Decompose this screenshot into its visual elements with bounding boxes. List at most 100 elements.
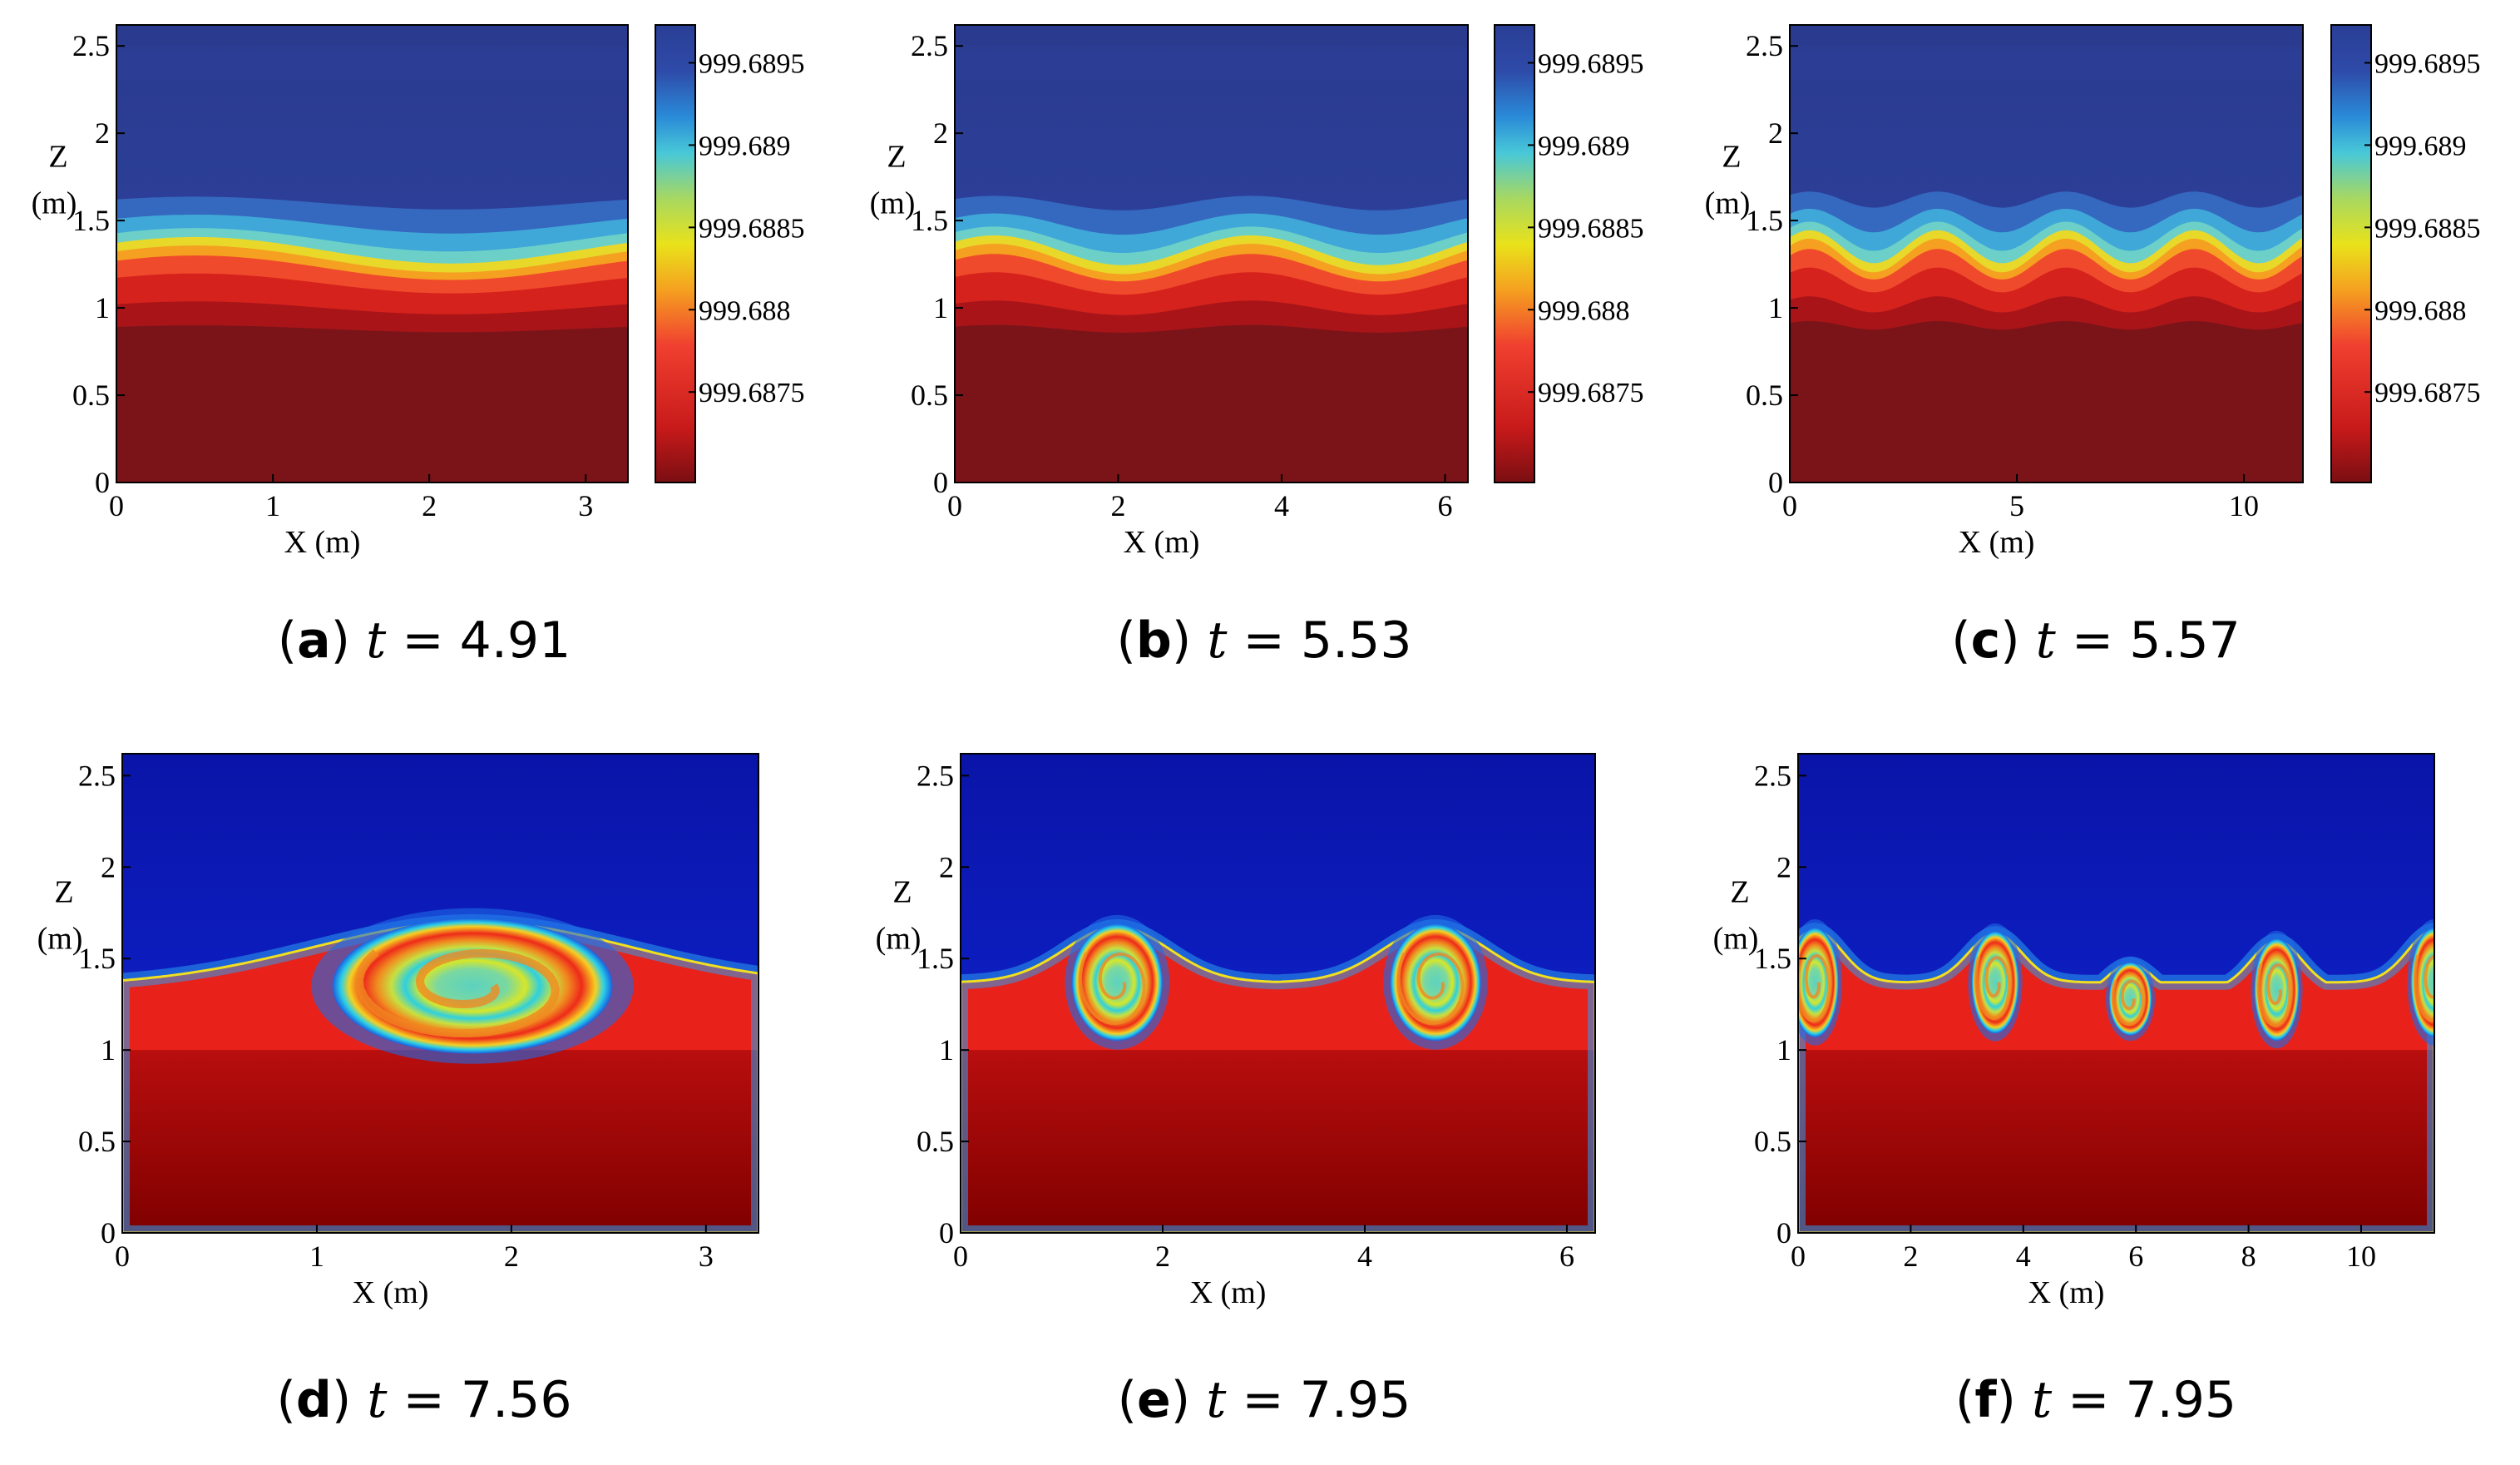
x-tick-label: 10 xyxy=(2346,1240,2376,1273)
y-tick-label: 0 xyxy=(1776,1216,1791,1250)
colorbar xyxy=(655,24,696,483)
vortex-spiral-0 xyxy=(354,948,560,1038)
colorbar-tick-label: 999.689 xyxy=(1538,131,1630,161)
vortex-spiral-3 xyxy=(2256,963,2292,1027)
colorbar-tick-label: 999.689 xyxy=(699,131,791,161)
plot-area-e xyxy=(961,754,1595,1233)
x-tick-label: 6 xyxy=(1559,1240,1574,1273)
y-axis-label-line2: (m) xyxy=(32,186,77,221)
y-axis-label-line2: (m) xyxy=(37,922,83,957)
y-tick-label: 0 xyxy=(101,1216,116,1250)
top-shade xyxy=(116,46,628,82)
plot-area-d xyxy=(122,754,758,1233)
y-tick-label: 0.5 xyxy=(911,379,948,412)
panel-caption: (a) t = 4.91 xyxy=(278,611,571,670)
y-tick-label: 2.5 xyxy=(911,29,948,62)
density-band-8 xyxy=(1790,321,2303,483)
y-tick-label: 1.5 xyxy=(911,204,948,237)
y-tick-label: 2.5 xyxy=(1746,29,1783,62)
y-tick-label: 2 xyxy=(1768,116,1783,150)
colorbar-tick-label: 999.688 xyxy=(2374,295,2467,326)
y-tick-label: 2 xyxy=(1776,850,1791,883)
x-tick-label: 2 xyxy=(504,1240,519,1273)
x-tick-label: 8 xyxy=(2241,1240,2256,1273)
x-tick-label: 0 xyxy=(947,489,962,522)
colorbar-tick-label: 999.6875 xyxy=(2374,378,2481,408)
panel-caption: (d) t = 7.56 xyxy=(277,1371,572,1429)
y-tick-label: 0 xyxy=(1768,466,1783,499)
y-tick-label: 0 xyxy=(95,466,110,499)
lower-layer xyxy=(1798,1050,2434,1233)
x-tick-label: 2 xyxy=(1903,1240,1918,1273)
y-tick-label: 2 xyxy=(101,850,116,883)
plot-area-c xyxy=(1790,25,2303,483)
density-band-8 xyxy=(955,324,1468,483)
y-axis-label-line1: Z xyxy=(54,875,73,910)
axes-frame xyxy=(1797,753,2435,1234)
axes-frame xyxy=(954,24,1469,483)
colorbar-tick-label: 999.6895 xyxy=(699,49,805,80)
y-axis-label-line1: Z xyxy=(48,140,67,175)
axes-frame xyxy=(121,753,759,1234)
colorbar xyxy=(1494,24,1535,483)
y-tick-label: 1.5 xyxy=(78,942,116,975)
y-tick-label: 1 xyxy=(933,291,948,324)
vortex-spiral-0 xyxy=(1079,952,1146,1025)
y-tick-label: 1.5 xyxy=(917,942,954,975)
panel-b: 0 2 4 6 0 0.5 1 1.5 2 2.5 X (m) Z (m) 999.6875 999.688… xyxy=(870,24,1644,670)
top-shade xyxy=(1790,46,2303,82)
plot-area-f xyxy=(1798,754,2434,1233)
lower-layer xyxy=(961,1050,1595,1233)
y-axis-label-line2: (m) xyxy=(876,922,922,957)
colorbar-tick-label: 999.688 xyxy=(699,295,791,326)
y-tick-label: 2 xyxy=(95,116,110,150)
y-tick-label: 0 xyxy=(933,466,948,499)
panel-c: 0 5 10 0 0.5 1 1.5 2 2.5 X (m) Z (m) 999.6875 999.688… xyxy=(1705,24,2481,670)
y-tick-label: 0.5 xyxy=(78,1125,116,1158)
y-axis-label-line1: Z xyxy=(892,875,912,910)
colorbar-tick-label: 999.6895 xyxy=(1538,49,1644,80)
vortex-spiral-0 xyxy=(1798,953,1831,1022)
axes-frame xyxy=(116,24,629,483)
colorbar-tick-label: 999.6885 xyxy=(699,213,805,244)
y-axis-label-line2: (m) xyxy=(1705,186,1751,221)
vortex-spiral-1 xyxy=(1974,956,2011,1020)
x-tick-label: 3 xyxy=(699,1240,714,1273)
y-tick-label: 0 xyxy=(939,1216,954,1250)
panel-f: 0 2 4 6 8 10 0 0.5 1 1.5 2 2.5 X (m) Z (m) (f) t = 7.95 xyxy=(1713,753,2435,1429)
x-tick-label: 10 xyxy=(2229,489,2259,522)
y-tick-label: 1.5 xyxy=(1754,942,1791,975)
x-tick-label: 0 xyxy=(1791,1240,1806,1273)
colorbar-tick-label: 999.6885 xyxy=(2374,213,2481,244)
y-tick-label: 2 xyxy=(933,116,948,150)
x-tick-label: 0 xyxy=(115,1240,130,1273)
y-tick-label: 1.5 xyxy=(1746,204,1783,237)
x-tick-label: 0 xyxy=(1782,489,1797,522)
y-axis-label-line2: (m) xyxy=(870,186,916,221)
colorbar-tick-label: 999.6875 xyxy=(699,378,805,408)
y-axis-label-line2: (m) xyxy=(1713,922,1759,957)
y-tick-label: 2 xyxy=(939,850,954,883)
x-tick-label: 4 xyxy=(1274,489,1289,522)
axes-frame xyxy=(1789,24,2304,483)
x-tick-label: 6 xyxy=(2128,1240,2143,1273)
y-tick-label: 1 xyxy=(1776,1033,1791,1067)
colorbar xyxy=(2330,24,2372,483)
colorbar-tick-label: 999.6895 xyxy=(2374,49,2481,80)
vortex-0 xyxy=(1798,927,1839,1037)
x-axis-label: X (m) xyxy=(2028,1275,2105,1310)
x-tick-label: 3 xyxy=(578,489,593,522)
y-tick-label: 0.5 xyxy=(1754,1125,1791,1158)
x-tick-label: 2 xyxy=(1110,489,1125,522)
vortex-spiral-1 xyxy=(1396,952,1465,1025)
x-tick-label: 4 xyxy=(1357,1240,1372,1273)
y-axis-label-line1: Z xyxy=(1730,875,1749,910)
plot-area-b xyxy=(955,25,1468,483)
panel-caption: (c) t = 5.57 xyxy=(1951,611,2241,670)
x-tick-label: 2 xyxy=(1155,1240,1170,1273)
colorbar-tick-label: 999.688 xyxy=(1538,295,1630,326)
panel-caption: (e) t = 7.95 xyxy=(1118,1371,1411,1429)
x-axis-label: X (m) xyxy=(1190,1275,1267,1310)
vortex-0 xyxy=(1071,923,1163,1042)
